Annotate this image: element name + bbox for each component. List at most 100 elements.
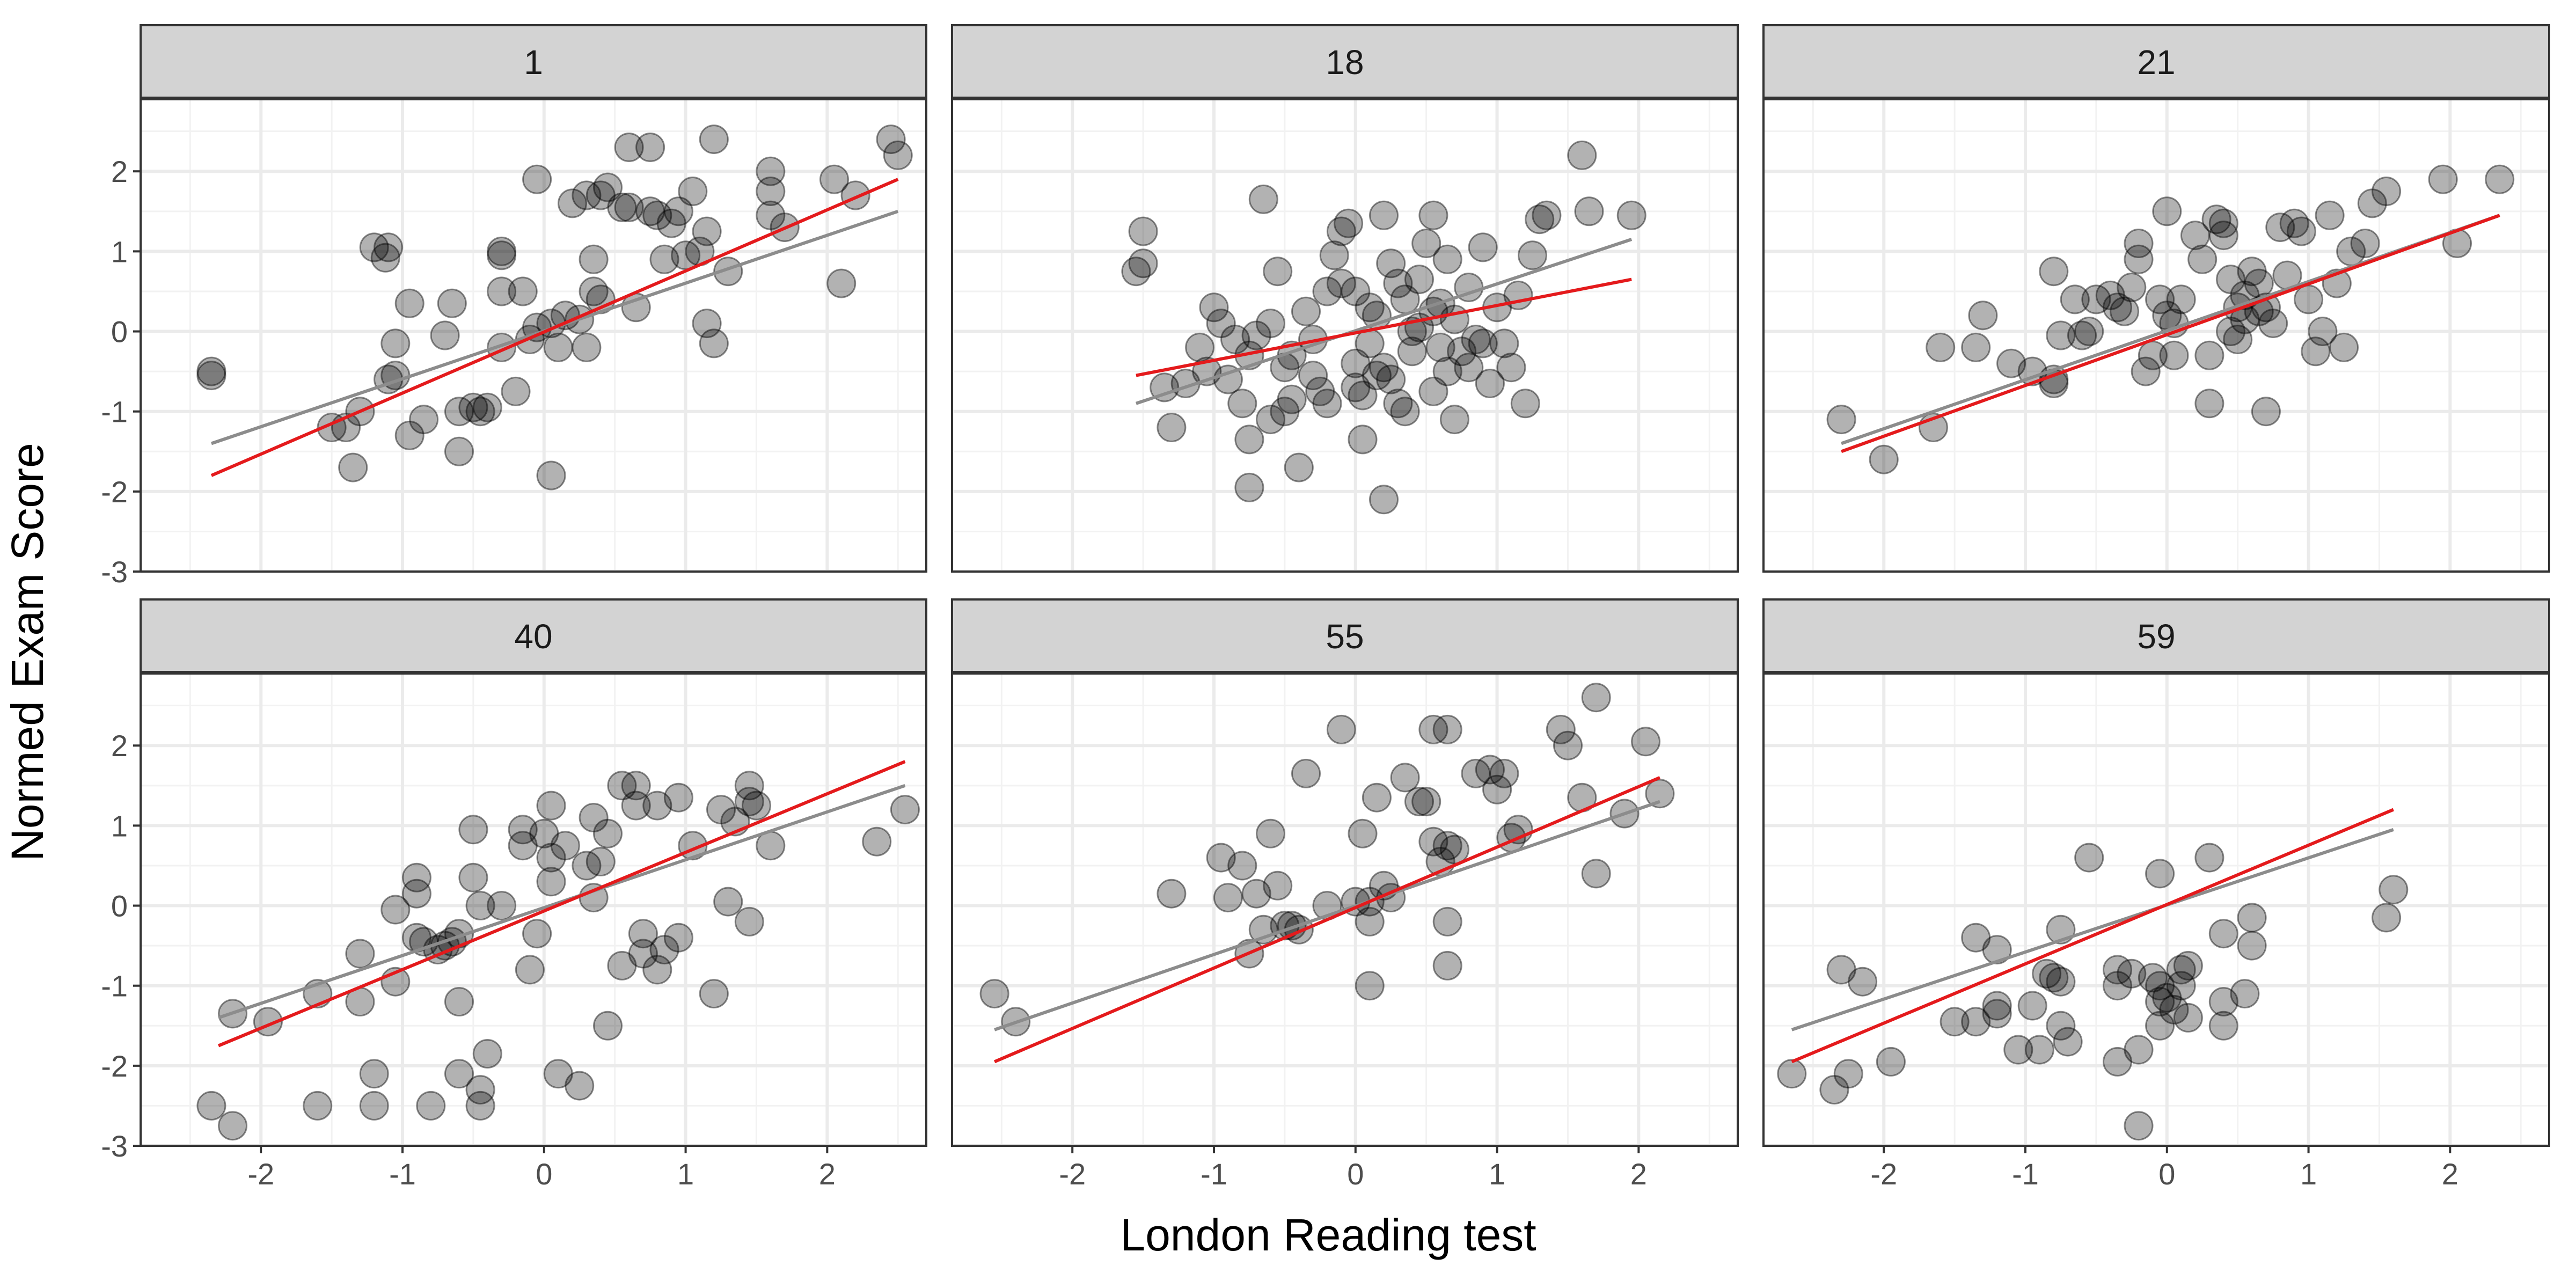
data-point — [2039, 963, 2069, 993]
data-point — [444, 397, 474, 427]
x-tick-label: 2 — [2442, 1157, 2458, 1191]
data-point — [1439, 405, 1469, 435]
data-point — [692, 216, 722, 246]
data-point — [1404, 265, 1434, 295]
x-tick-label: 1 — [1489, 1157, 1505, 1191]
data-point — [1982, 935, 2012, 965]
data-point — [536, 791, 566, 821]
data-point — [692, 309, 722, 339]
data-point — [1206, 309, 1236, 339]
facet-label: 55 — [1326, 617, 1364, 656]
data-point — [678, 177, 708, 206]
data-point — [394, 288, 425, 318]
data-point — [1982, 991, 2012, 1021]
data-point — [1277, 384, 1307, 414]
data-point — [370, 243, 400, 273]
data-point — [2237, 931, 2267, 961]
data-point — [579, 276, 609, 306]
data-point — [742, 791, 771, 821]
facet-panel-55: 55 -2 -1 0 1 2 — [951, 598, 1739, 1191]
data-point — [1432, 356, 1462, 386]
data-point — [2237, 903, 2267, 933]
data-point — [1348, 425, 1378, 455]
data-point — [2032, 958, 2062, 989]
data-point — [649, 935, 679, 965]
data-point — [1213, 883, 1243, 913]
data-point — [2046, 1011, 2076, 1041]
data-point — [1298, 361, 1328, 391]
data-point — [1525, 204, 1555, 235]
data-point — [1312, 276, 1342, 306]
facet-label: 40 — [514, 617, 552, 656]
x-tick-label: -1 — [2012, 1157, 2039, 1191]
data-point — [1553, 730, 1583, 760]
data-point — [1418, 200, 1448, 230]
data-point — [1291, 296, 1321, 326]
data-point — [1404, 787, 1434, 817]
data-point — [1833, 1059, 1863, 1089]
data-point — [1489, 758, 1519, 788]
data-point — [536, 867, 566, 897]
data-point — [515, 955, 545, 985]
data-point — [2024, 1035, 2054, 1065]
data-point — [1341, 276, 1371, 306]
x-tick-label: 0 — [1347, 1157, 1364, 1191]
overall-fit-line — [1791, 828, 2394, 1031]
data-point — [2074, 317, 2104, 346]
data-point — [2194, 389, 2224, 419]
data-point — [487, 276, 517, 306]
data-point — [437, 288, 467, 318]
data-point — [2208, 208, 2238, 238]
data-point — [2315, 200, 2345, 230]
data-point — [2145, 987, 2175, 1016]
data-point — [2208, 987, 2238, 1016]
data-point — [663, 196, 693, 226]
data-point — [1157, 413, 1187, 442]
data-point — [465, 397, 495, 427]
data-point — [1263, 257, 1293, 287]
data-point — [444, 436, 474, 466]
data-point — [1532, 200, 1562, 230]
data-point — [2166, 284, 2196, 314]
y-tick-label: 2 — [111, 729, 128, 763]
data-point — [1256, 405, 1285, 435]
data-point — [586, 180, 616, 210]
data-point — [635, 133, 665, 162]
data-point — [2053, 1027, 2083, 1057]
data-point — [734, 906, 764, 936]
overall-fit-line — [994, 800, 1660, 1031]
data-point — [2067, 320, 2097, 350]
data-point — [522, 919, 552, 949]
data-point — [1326, 216, 1356, 246]
data-point — [2103, 971, 2132, 1001]
data-point — [2237, 257, 2267, 287]
data-point — [2166, 971, 2196, 1001]
data-point — [1996, 348, 2026, 378]
data-point — [444, 987, 474, 1016]
data-point — [1496, 353, 1526, 383]
data-point — [1489, 328, 1519, 358]
data-point — [1128, 216, 1158, 246]
data-point — [713, 257, 743, 287]
data-point — [2152, 983, 2182, 1013]
data-point — [1355, 906, 1385, 936]
data-point — [1270, 397, 1300, 427]
data-point — [883, 140, 913, 170]
data-point — [2145, 284, 2175, 314]
data-point — [2145, 971, 2175, 1001]
data-point — [458, 815, 488, 845]
data-point — [1425, 332, 1455, 362]
data-point — [1777, 1059, 1807, 1089]
data-point — [1616, 200, 1646, 230]
x-tick-label: 1 — [677, 1157, 694, 1191]
data-point — [628, 939, 658, 969]
data-point — [663, 923, 693, 953]
data-point — [2265, 213, 2295, 243]
y-tick-label: -1 — [101, 969, 128, 1003]
data-point — [572, 851, 602, 881]
data-point — [1362, 782, 1392, 813]
data-point — [1546, 714, 1576, 744]
data-point — [1369, 485, 1399, 515]
data-point — [2145, 859, 2175, 889]
y-axis-title: Normed Exam Score — [2, 443, 53, 861]
